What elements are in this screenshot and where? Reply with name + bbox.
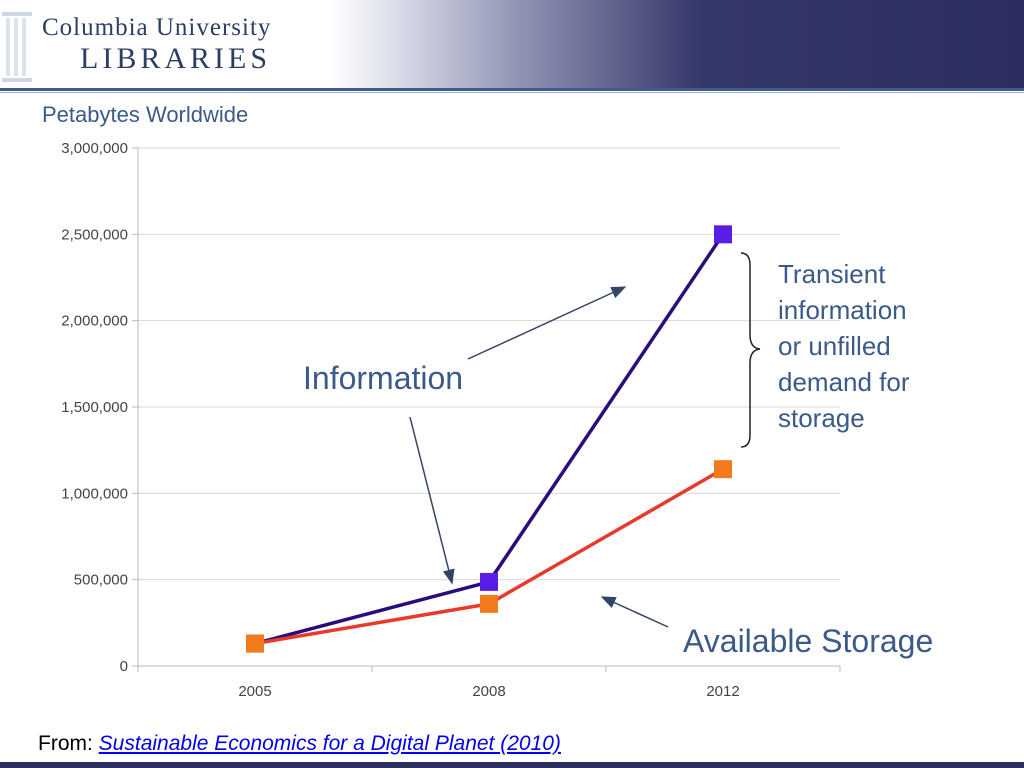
source-prefix: From:	[38, 732, 93, 755]
y-axis-ticks: 0 500,000 1,000,000 1,500,000 2,000,000 2,500…	[61, 140, 138, 675]
x-tick-label: 2008	[472, 683, 505, 700]
available-storage-label: Available Storage	[683, 623, 933, 659]
information-arrow-upper	[467, 286, 627, 360]
series-2-point	[714, 460, 732, 479]
y-tick-label: 3,000,000	[61, 140, 128, 157]
brace	[740, 252, 761, 448]
transient-label: Transient information or unfilled demand fo…	[778, 259, 910, 433]
transient-line: Transient	[778, 259, 886, 289]
x-tick-label: 2012	[706, 683, 739, 700]
transient-line: or unfilled	[778, 331, 891, 361]
chart-title: Petabytes Worldwide	[42, 102, 248, 127]
series-1-point	[714, 225, 732, 244]
y-tick-label: 1,500,000	[61, 399, 128, 416]
y-tick-label: 0	[120, 658, 128, 675]
information-arrow-lower	[409, 416, 455, 585]
series-line-2	[254, 467, 724, 646]
source-link[interactable]: Sustainable Economics for a Digital Plan…	[98, 732, 561, 755]
header-rule-thin	[0, 92, 1024, 93]
header-banner	[0, 0, 1024, 88]
transient-line: information	[778, 295, 907, 325]
logo-line1: Columbia University	[42, 14, 272, 41]
series	[246, 225, 732, 653]
source-citation: From: Sustainable Economics for a Digita…	[38, 732, 561, 756]
y-tick-label: 2,000,000	[61, 313, 128, 330]
transient-line: demand for	[778, 367, 910, 397]
header-rule	[0, 88, 1024, 91]
footer-bar	[0, 762, 1024, 768]
series-1-point	[480, 572, 498, 591]
y-tick-label: 500,000	[74, 572, 128, 589]
information-label: Information	[303, 360, 463, 396]
chart: Petabytes Worldwide 0 500,000 1,000,000 1,5…	[42, 102, 933, 700]
y-tick-label: 1,000,000	[61, 485, 128, 502]
columbia-logo: Columbia University LIBRARIES	[0, 0, 320, 88]
x-axis-ticks: 2005 2008 2012	[137, 666, 841, 700]
series-2-point	[246, 634, 264, 653]
logo-line2: LIBRARIES	[80, 42, 272, 75]
series-2-point	[480, 594, 498, 613]
available-storage-arrow	[600, 596, 669, 628]
y-tick-label: 2,500,000	[61, 226, 128, 243]
x-tick-label: 2005	[238, 683, 271, 700]
transient-line: storage	[778, 403, 865, 433]
column-icon	[2, 12, 32, 82]
